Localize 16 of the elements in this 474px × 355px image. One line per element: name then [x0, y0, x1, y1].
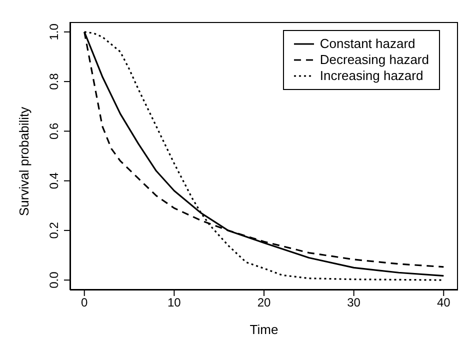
x-tick-label: 40 [436, 296, 451, 310]
y-tick-label: 0.8 [47, 72, 61, 90]
legend-label: Decreasing hazard [320, 52, 429, 68]
y-tick-label: 1.0 [47, 23, 61, 40]
x-tick-label: 10 [168, 296, 182, 310]
y-tick-label: 0.0 [47, 271, 61, 288]
x-axis-title: Time [250, 322, 278, 337]
x-tick-label: 20 [257, 296, 271, 310]
legend-label: Increasing hazard [320, 68, 424, 84]
x-tick-label: 0 [81, 296, 88, 310]
y-tick-label: 0.6 [47, 122, 61, 140]
y-tick-label: 0.2 [47, 222, 61, 239]
y-axis-title: Survival probability [16, 106, 32, 216]
legend-label: Constant hazard [320, 36, 416, 52]
x-tick-label: 30 [347, 296, 361, 310]
y-tick-label: 0.4 [47, 172, 61, 190]
